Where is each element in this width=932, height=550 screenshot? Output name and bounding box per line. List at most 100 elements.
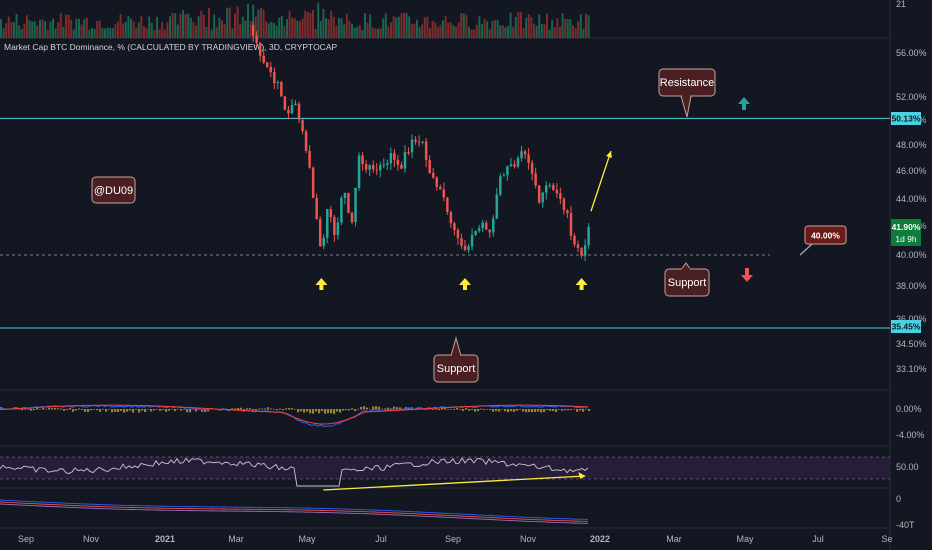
macd-histogram-bar — [27, 409, 30, 410]
volume-bar — [200, 10, 203, 38]
candle-body — [523, 151, 527, 155]
volume-bar — [236, 6, 239, 39]
macd-histogram-bar — [63, 409, 66, 411]
candle-body — [477, 228, 481, 231]
volume-bar — [509, 12, 512, 38]
volume-bar — [312, 9, 314, 39]
macd-histogram-bar — [168, 409, 171, 411]
volume-bar — [140, 15, 143, 39]
candle-body — [294, 103, 297, 106]
candle-body — [580, 248, 583, 256]
candle-body — [336, 222, 340, 235]
volume-bar — [416, 19, 418, 38]
candle-body — [265, 62, 269, 67]
macd-histogram-bar — [561, 409, 564, 411]
volume-bar — [374, 28, 377, 38]
volume-bar — [468, 26, 470, 38]
macd-histogram-bar — [312, 409, 315, 414]
macd-histogram-bar — [330, 409, 333, 414]
volume-bar — [143, 26, 145, 38]
volume-bar — [478, 16, 481, 38]
candle-body — [481, 222, 484, 229]
volume-bar — [293, 18, 296, 38]
candle-body — [460, 238, 463, 246]
macd-histogram-bar — [123, 409, 126, 413]
macd-histogram-bar — [342, 409, 345, 411]
candle-body — [410, 139, 414, 153]
volume-bar — [265, 21, 268, 38]
candle-body — [463, 245, 467, 251]
volume-bar — [543, 24, 546, 38]
volume-bar — [226, 8, 229, 38]
volume-bar — [387, 26, 390, 38]
candle-body — [283, 96, 287, 110]
volume-bar — [41, 19, 44, 38]
macd-histogram-bar — [399, 407, 402, 410]
signal-line — [0, 404, 589, 425]
macd-histogram-bar — [441, 407, 444, 410]
volume-bar — [145, 28, 148, 38]
candle-body — [276, 82, 280, 84]
volume-bar — [429, 27, 431, 38]
macd-histogram-bar — [423, 409, 426, 410]
volume-bar — [85, 17, 88, 38]
volume-bar — [106, 27, 109, 38]
volume-bar — [288, 10, 291, 38]
volume-bar — [582, 28, 585, 38]
macd-histogram-bar — [438, 409, 441, 411]
candle-body — [354, 187, 357, 223]
candle-body — [311, 167, 315, 198]
price-axis-label: 38.00% — [896, 281, 927, 291]
macd-histogram-bar — [357, 408, 360, 410]
macd-histogram-bar — [180, 409, 183, 411]
candle-body — [393, 153, 396, 160]
macd-histogram-bar — [363, 406, 366, 410]
candle-body — [587, 226, 590, 246]
macd-histogram-bar — [108, 409, 111, 410]
candle-body — [368, 165, 371, 170]
macd-histogram-bar — [486, 409, 489, 410]
macd-histogram-bar — [195, 409, 198, 412]
candle-body — [555, 189, 559, 194]
volume-bars — [0, 2, 590, 39]
candle-body — [297, 103, 301, 120]
candle-body — [407, 152, 410, 154]
volume-bar — [234, 13, 236, 38]
price-axis-label: 46.00% — [896, 166, 927, 176]
volume-bar — [291, 17, 294, 38]
candle-body — [509, 164, 513, 167]
macd-histogram-bar — [78, 408, 81, 410]
macd-histogram-bar — [546, 409, 549, 410]
macd-histogram-bar — [231, 408, 234, 410]
volume-bar — [109, 27, 112, 38]
candle-body — [520, 151, 523, 159]
resistance-label: Resistance — [660, 77, 714, 89]
volume-bar — [262, 9, 265, 38]
macd-histogram-bar — [492, 409, 495, 412]
candle-body — [513, 164, 516, 167]
resistance-price-tag: 50.13% — [891, 112, 921, 125]
volume-bar — [249, 21, 252, 38]
level-40-callout: 40.00% — [799, 225, 847, 256]
volume-bar — [332, 16, 335, 38]
volume-bar — [83, 19, 86, 38]
macd-histogram-bar — [507, 409, 510, 413]
indicator-axis-label: -4.00% — [896, 430, 925, 440]
volume-bar — [514, 16, 517, 38]
volume-bar — [244, 20, 247, 38]
down-arrow-icon — [741, 268, 753, 282]
volume-bar — [403, 12, 405, 39]
candle-body — [530, 162, 534, 174]
support-price-tag: 35.45% — [891, 320, 921, 333]
candle-body — [456, 230, 460, 239]
macd-histogram-bar — [252, 409, 255, 411]
macd-histogram-bar — [36, 407, 39, 410]
volume-bar — [59, 12, 62, 38]
candle-body — [562, 198, 566, 211]
volume-bar — [18, 25, 21, 38]
volume-bar — [72, 29, 75, 38]
volume-bar — [54, 28, 57, 38]
candle-body — [315, 197, 318, 220]
macd-histogram-bar — [114, 409, 117, 412]
macd-histogram-bar — [567, 409, 570, 411]
